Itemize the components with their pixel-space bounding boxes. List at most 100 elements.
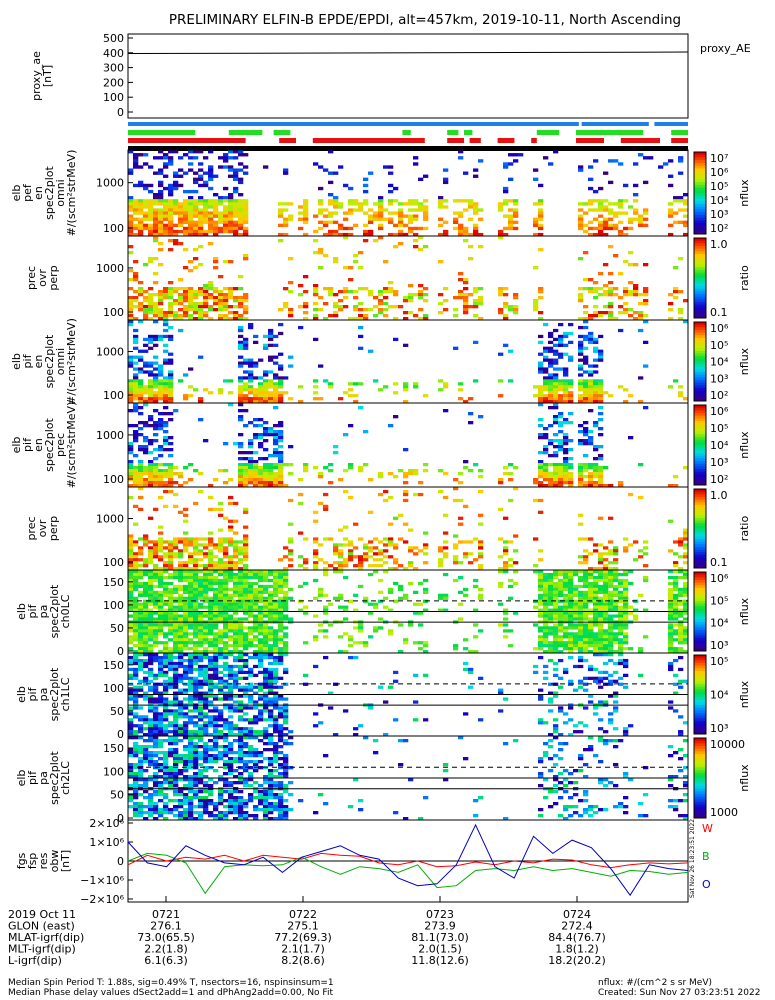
spectrogram-cell [168, 325, 174, 330]
spectrogram-cell [553, 617, 559, 621]
spectrogram-cell [128, 614, 134, 618]
spectrogram-cell [163, 608, 169, 612]
spectrogram-cell [683, 534, 689, 538]
spectrogram-cell [203, 641, 209, 645]
spectrogram-cell [453, 346, 459, 350]
spectrogram-cell [223, 211, 229, 215]
spectrogram-cell [163, 484, 169, 488]
spectrogram-cell [578, 555, 584, 559]
spectrogram-cell [218, 688, 224, 692]
spectrogram-cell [588, 226, 594, 231]
spectrogram-cell [603, 608, 609, 612]
spectrogram-cell [638, 317, 644, 321]
spectrogram-cell [548, 475, 554, 479]
spectrogram-cell [238, 275, 244, 279]
spectrogram-cell [158, 454, 164, 458]
spectrogram-cell [563, 572, 569, 577]
spectrogram-cell [188, 602, 194, 606]
spectrogram-cell [168, 475, 174, 479]
spectrogram-cell [148, 232, 154, 237]
spectrogram-cell [188, 605, 194, 609]
spectrogram-cell [153, 605, 159, 609]
spectrogram-cell [468, 202, 474, 206]
spectrogram-cell [333, 546, 339, 550]
spectrogram-cell [213, 587, 219, 592]
spectrogram-cell [363, 596, 369, 600]
spectrogram-cell [178, 314, 184, 318]
spectrogram-cell [243, 466, 249, 470]
spectrogram-cell [273, 388, 279, 392]
spectrogram-cell [568, 581, 574, 586]
spectrogram-cell [568, 439, 574, 443]
spectrogram-cell [278, 421, 284, 425]
spectrogram-cell [543, 611, 549, 615]
spectrogram-cell [143, 733, 149, 737]
spectrogram-cell [553, 451, 559, 455]
spectrogram-cell [578, 590, 584, 595]
spectrogram-cell [233, 581, 239, 586]
spectrogram-cell [243, 208, 249, 212]
spectrogram-cell [563, 575, 569, 580]
spectrogram-cell [603, 284, 609, 288]
spectrogram-cell [553, 400, 559, 404]
spectrogram-cell [593, 391, 599, 395]
spectrogram-cell [183, 602, 189, 606]
spectrogram-cell [333, 202, 339, 206]
spectrogram-cell [168, 466, 174, 470]
spectrogram-cell [598, 641, 604, 645]
spectrogram-cell [558, 388, 564, 392]
spectrogram-cell [233, 317, 239, 321]
spectrogram-cell [188, 156, 194, 160]
spectrogram-cell [233, 519, 239, 523]
spectrogram-cell [593, 421, 599, 425]
spectrogram-cell [223, 572, 229, 577]
spectrogram-cell [228, 317, 234, 321]
spectrogram-cell [598, 484, 604, 488]
spectrogram-cell [208, 199, 214, 203]
spectrogram-cell [193, 296, 199, 300]
spectrogram-cell [218, 596, 224, 600]
spectrogram-cell [598, 229, 604, 234]
spectrogram-cell [143, 564, 149, 568]
spectrogram-cell [313, 391, 319, 395]
spectrogram-cell [243, 385, 249, 389]
spectrogram-cell [133, 436, 139, 440]
spectrogram-cell [198, 220, 204, 225]
spectrogram-cell [613, 211, 619, 215]
spectrogram-cell [158, 334, 164, 339]
spectrogram-cell [233, 593, 239, 597]
spectrogram-cell [268, 644, 274, 648]
spectrogram-cell [193, 388, 199, 392]
spectrogram-cell [438, 558, 444, 562]
spectrogram-cell [558, 397, 564, 401]
spectrogram-cell [393, 223, 399, 228]
spectrogram-cell [223, 641, 229, 645]
spectrogram-cell [278, 391, 284, 395]
spectrogram-cell [133, 635, 139, 639]
spectrogram-cell [253, 685, 259, 689]
spectrogram-cell [568, 605, 574, 609]
spectrogram-cell [158, 418, 164, 422]
spectrogram-cell [403, 638, 409, 642]
spectrogram-cell [598, 385, 604, 389]
spectrogram-cell [273, 355, 279, 359]
spectrogram-cell [138, 623, 144, 627]
spectrogram-cell [218, 629, 224, 633]
spectrogram-cell [578, 469, 584, 473]
spectrogram-cell [548, 406, 554, 410]
spectrogram-cell [203, 730, 209, 734]
spectrogram-cell [223, 199, 229, 203]
spectrogram-cell [163, 293, 169, 297]
spectrogram-cell [568, 472, 574, 476]
spectrogram-cell [668, 385, 674, 389]
spectrogram-cell [168, 314, 174, 318]
spectrogram-cell [148, 590, 154, 595]
spectrogram-cell [253, 715, 259, 719]
spectrogram-cell [218, 165, 224, 169]
spectrogram-cell [173, 205, 179, 209]
spectrogram-cell [268, 590, 274, 595]
spectrogram-cell [578, 513, 584, 517]
spectrogram-cell [168, 436, 174, 440]
spectrogram-cell [208, 287, 214, 291]
spectrogram-cell [238, 688, 244, 692]
